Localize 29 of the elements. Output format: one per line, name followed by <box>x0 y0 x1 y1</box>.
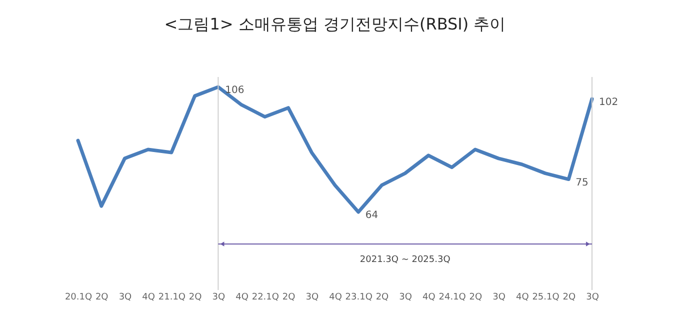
x-tick-label: 4Q <box>516 292 529 302</box>
x-tick-label: 4Q <box>329 292 342 302</box>
data-label: 102 <box>599 96 618 108</box>
x-tick-label: 3Q <box>306 292 319 302</box>
x-tick-label: 2Q <box>376 292 389 302</box>
x-tick-label: 3Q <box>118 292 132 302</box>
x-tick-label: 3Q <box>492 292 506 302</box>
x-tick-label: 4Q <box>236 292 248 302</box>
x-tick-label: 3Q <box>399 292 412 302</box>
data-label: 64 <box>365 210 378 221</box>
x-tick-label: 4Q <box>142 292 155 302</box>
x-tick-label: 2Q <box>562 292 576 302</box>
x-tick-label: 20.1Q <box>64 292 92 302</box>
x-tick-label: 3Q <box>212 292 226 302</box>
x-tick-label: 23.1Q <box>345 292 372 302</box>
x-tick-label: 25.1Q <box>532 292 560 302</box>
x-tick-label: 22.1Q <box>252 292 279 302</box>
chart-title: <그림1> 소매유통업 경기전망지수(RBSI) 추이 <box>164 14 506 34</box>
x-tick-label: 2Q <box>469 292 482 302</box>
x-tick-label: 21.1Q <box>158 292 186 302</box>
data-label: 75 <box>576 177 588 188</box>
data-label: 106 <box>225 85 244 96</box>
x-tick-label: 2Q <box>282 292 296 302</box>
x-tick-label: 2Q <box>95 292 108 302</box>
x-tick-label: 24.1Q <box>438 292 466 302</box>
x-tick-label: 4Q <box>422 292 436 302</box>
text: 2021.3Q ~ 2025.3Q <box>360 255 450 265</box>
x-tick-label: 3Q <box>586 292 599 302</box>
x-tick-label: 2Q <box>188 292 202 302</box>
